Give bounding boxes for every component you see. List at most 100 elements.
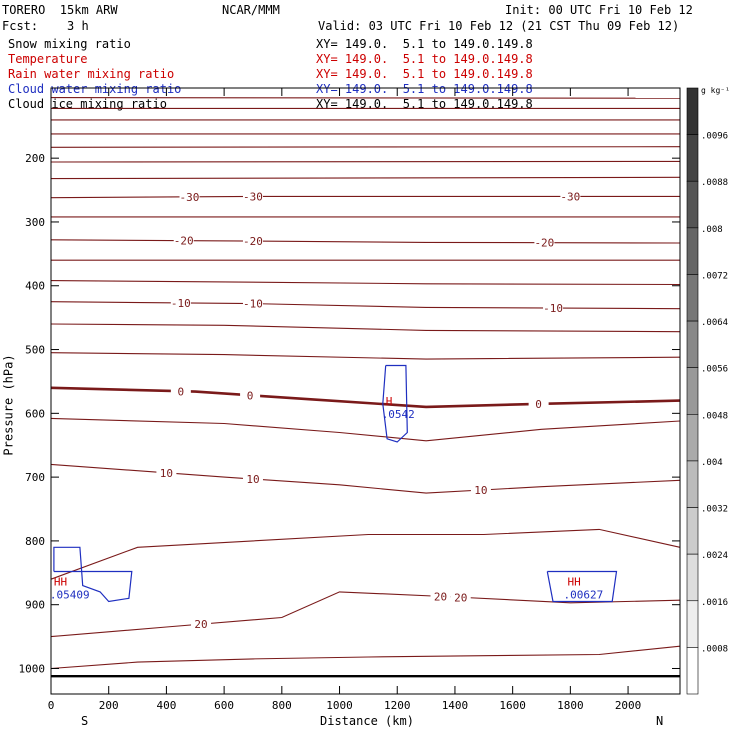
isotherm-line [50, 301, 681, 310]
axes: 0 200 400 600 800 1000 1200 1400 1600 1800 2000200… [19, 87, 681, 712]
isotherm-line [50, 591, 681, 638]
isotherm-line [50, 239, 681, 244]
isotherm-label-bg [470, 484, 491, 497]
colorbar-swatch [686, 507, 699, 555]
colorbar-swatch [686, 227, 699, 275]
x-tick-label: 200 [99, 699, 119, 712]
cloud-max-value: .0542 [382, 408, 415, 421]
colorbar-tick-label: .0032 [701, 505, 728, 515]
isotherm-lines: -30 -30 -30 -20 -20 -20 -10 -10 -10 0 0 0 10 10 10 20 20… [50, 97, 681, 670]
colorbar-swatch [686, 274, 699, 322]
x-tick-label: 800 [272, 699, 292, 712]
field-loc-snow: XY= 149.0. 5.1 to 149.0.149.8 [316, 37, 533, 51]
isotherm-label-bg [170, 385, 191, 398]
field-name-temperature: Temperature [8, 52, 88, 66]
isotherm-label-bg [430, 590, 451, 603]
isotherm-line [50, 463, 681, 494]
isotherm-label-bg [173, 234, 194, 247]
cloud-max-marker: HH [567, 576, 580, 589]
y-tick-label: 900 [25, 599, 45, 612]
colorbar-swatch [686, 414, 699, 462]
colorbar-swatch [686, 460, 699, 508]
isotherm-line [50, 323, 681, 333]
isotherm-label-bg [240, 389, 261, 402]
isotherm-label-bg [450, 591, 471, 604]
isotherm-line [50, 176, 681, 180]
isotherm-label: 0 [247, 389, 254, 402]
colorbar-tick-label: .0056 [701, 365, 728, 375]
x-tick-label: 0 [48, 699, 55, 712]
isotherm-label-bg [242, 297, 263, 310]
isotherm-label: -30 [560, 190, 580, 203]
colorbar: .0096 .0088 .008 .0072 .0064 .0056 .0048 .004 .0… [686, 86, 730, 695]
isotherm-line [50, 280, 681, 286]
colorbar-tick-label: .0072 [701, 271, 728, 281]
field-loc-rain: XY= 149.0. 5.1 to 149.0.149.8 [316, 67, 533, 81]
model-title: TORERO 15km ARW [2, 3, 118, 17]
x-tick-label: 1400 [442, 699, 469, 712]
x-end-label-left: S [81, 714, 89, 728]
field-loc-cloud-ice: XY= 149.0. 5.1 to 149.0.149.8 [316, 97, 533, 111]
isotherm-label: 20 [454, 591, 467, 604]
colorbar-tick-label: .0048 [701, 411, 728, 421]
isotherm-label: 0 [178, 385, 185, 398]
isotherm-line [50, 528, 681, 580]
center-title: NCAR/MMM [222, 3, 280, 17]
colorbar-tick-label: .0096 [701, 132, 728, 142]
y-tick-label: 800 [25, 535, 45, 548]
x-axis-label: Distance (km) [320, 714, 414, 728]
colorbar-tick-label: .0016 [701, 598, 728, 608]
isotherm-label: -20 [243, 235, 263, 248]
x-tick-label: 1200 [384, 699, 411, 712]
colorbar-swatch [686, 87, 699, 135]
valid-time: Valid: 03 UTC Fri 10 Feb 12 (21 CST Thu … [318, 19, 680, 33]
colorbar-unit: g kg⁻¹ [701, 86, 730, 95]
isotherm-line [50, 352, 681, 360]
cloud-contour [546, 570, 618, 603]
x-tick-label: 1600 [499, 699, 526, 712]
isotherm-label: -30 [243, 190, 263, 203]
isotherm-line [50, 195, 680, 199]
isotherm-line [50, 386, 681, 409]
colorbar-tick-label: .0008 [701, 644, 728, 654]
isotherm-label: 20 [194, 618, 207, 631]
isotherm-line [50, 146, 681, 148]
x-tick-label: 2000 [615, 699, 642, 712]
field-loc-temperature: XY= 149.0. 5.1 to 149.0.149.8 [316, 52, 533, 66]
cloud-contour [382, 364, 408, 443]
cloud-max-marker: H [386, 395, 393, 408]
cloud-max-value: .05409 [50, 589, 90, 602]
y-tick-label: 600 [25, 407, 45, 420]
isotherm-label-bg [543, 302, 564, 315]
isotherm-label-bg [156, 466, 177, 479]
colorbar-tick-label: .004 [701, 458, 723, 468]
isotherm-line [50, 645, 681, 670]
colorbar-tick-label: .0088 [701, 178, 728, 188]
colorbar-tick-label: .0024 [701, 551, 728, 561]
field-name-cloud-water: Cloud water mixing ratio [8, 82, 182, 96]
isotherm-label: -20 [174, 235, 194, 248]
isotherm-label: -10 [543, 302, 563, 315]
isotherm-label-bg [528, 397, 549, 410]
isotherm-label: -20 [534, 237, 554, 250]
colorbar-swatch [686, 647, 699, 695]
y-tick-label: 300 [25, 216, 45, 229]
isotherm-label: 10 [474, 484, 487, 497]
field-name-cloud-ice: Cloud ice mixing ratio [8, 97, 167, 111]
field-name-rain: Rain water mixing ratio [8, 67, 175, 81]
cloud-contour [53, 546, 133, 603]
colorbar-swatch [686, 367, 699, 415]
colorbar-swatch [686, 553, 699, 602]
isotherm-label: 0 [535, 398, 542, 411]
x-tick-label: 1000 [326, 699, 353, 712]
isotherm-label: -30 [180, 191, 200, 204]
init-time: Init: 00 UTC Fri 10 Feb 12 [505, 3, 693, 17]
y-tick-label: 200 [25, 152, 45, 165]
isotherm-label: -10 [171, 297, 191, 310]
plot-frame [50, 87, 681, 695]
y-tick-label: 1000 [19, 662, 46, 675]
cloud-max-marker: HH [54, 576, 67, 589]
field-name-snow: Snow mixing ratio [8, 37, 131, 51]
